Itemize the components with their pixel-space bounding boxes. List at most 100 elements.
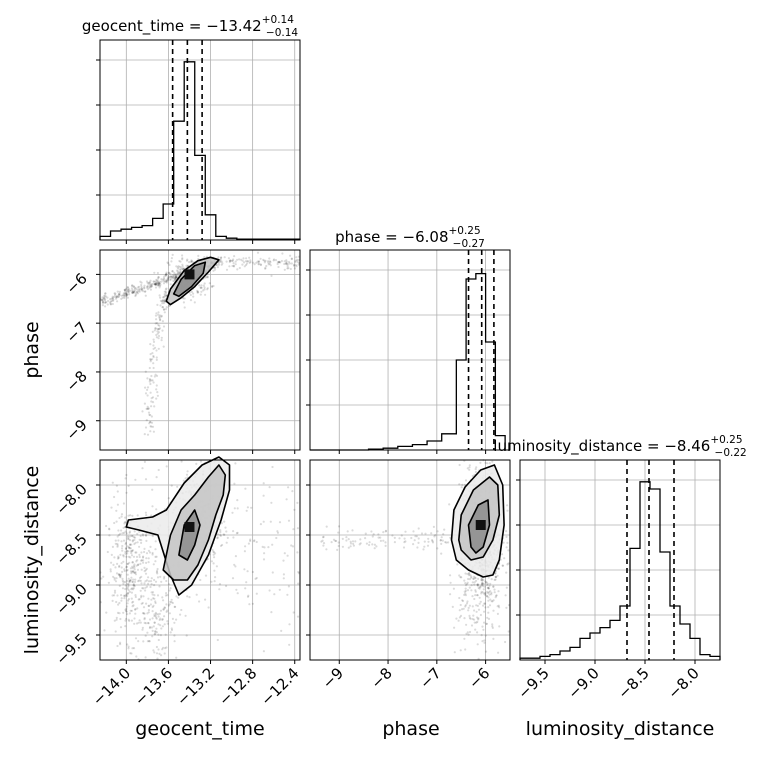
- sample-point: [166, 609, 169, 612]
- sample-point: [163, 275, 166, 278]
- sample-point: [158, 280, 161, 283]
- y-tick-label: −6: [62, 269, 90, 297]
- sample-point: [264, 267, 267, 270]
- sample-point: [488, 584, 491, 587]
- sample-point: [322, 535, 325, 539]
- sample-point: [138, 545, 141, 548]
- sample-point: [162, 308, 166, 311]
- sample-point: [132, 285, 135, 288]
- sample-point: [149, 285, 152, 289]
- sample-point: [169, 272, 172, 275]
- sample-point: [149, 288, 152, 291]
- sample-point: [171, 270, 174, 273]
- sample-point: [111, 296, 114, 299]
- sample-point: [124, 587, 127, 591]
- sample-point: [190, 259, 193, 262]
- sample-point: [152, 347, 155, 350]
- sample-point: [484, 592, 487, 595]
- sample-point: [161, 299, 164, 303]
- sample-point: [236, 499, 239, 502]
- sample-point: [471, 605, 474, 608]
- sample-point: [131, 561, 134, 564]
- sample-point: [203, 286, 206, 289]
- sample-point: [150, 285, 153, 288]
- sample-point: [286, 265, 289, 268]
- sample-point: [151, 283, 154, 286]
- sample-point: [164, 294, 167, 297]
- sample-point: [137, 286, 140, 289]
- sample-point: [197, 291, 200, 294]
- sample-point: [149, 580, 153, 583]
- sample-point: [115, 616, 118, 620]
- sample-point: [130, 609, 133, 612]
- sample-point: [217, 262, 220, 265]
- sample-point: [144, 586, 147, 589]
- sample-point: [404, 540, 407, 543]
- sample-point: [267, 260, 270, 263]
- scatter-layer: [99, 251, 511, 661]
- sample-point: [202, 289, 205, 292]
- sample-point: [126, 591, 130, 595]
- sample-point: [174, 276, 178, 279]
- sample-point: [131, 580, 134, 584]
- sample-point: [199, 460, 203, 463]
- sample-point: [268, 260, 272, 263]
- sample-point: [441, 539, 444, 542]
- sample-point: [232, 265, 236, 268]
- sample-point: [104, 292, 107, 295]
- sample-point: [216, 264, 219, 267]
- sample-point: [125, 593, 128, 596]
- sample-point: [163, 606, 167, 609]
- sample-point: [148, 286, 151, 289]
- sample-point: [145, 602, 148, 605]
- sample-point: [212, 269, 215, 272]
- sample-point: [198, 600, 201, 603]
- sample-point: [154, 560, 157, 563]
- sample-point: [123, 569, 126, 573]
- sample-point: [364, 532, 367, 535]
- sample-point: [154, 327, 157, 330]
- sample-point: [172, 275, 175, 278]
- sample-point: [252, 540, 256, 543]
- sample-point: [404, 530, 407, 533]
- sample-point: [157, 284, 160, 287]
- sample-point: [359, 542, 362, 545]
- sample-point: [182, 267, 185, 270]
- sample-point: [276, 530, 279, 533]
- sample-point: [153, 578, 156, 582]
- sample-point: [117, 295, 120, 298]
- sample-point: [207, 606, 210, 609]
- sample-point: [468, 630, 472, 634]
- sample-point: [483, 602, 487, 605]
- sample-point: [149, 358, 152, 361]
- sample-point: [139, 280, 142, 283]
- sample-point: [498, 606, 501, 609]
- density-peak: [475, 520, 486, 530]
- sample-point: [249, 538, 252, 541]
- sample-point: [204, 276, 207, 279]
- sample-point: [439, 539, 442, 542]
- sample-point: [143, 433, 146, 436]
- sample-point: [116, 296, 119, 299]
- sample-point: [125, 569, 128, 572]
- sample-point: [233, 255, 236, 258]
- sample-point: [162, 345, 165, 348]
- sample-point: [484, 606, 487, 609]
- sample-point: [478, 596, 481, 599]
- sample-point: [262, 558, 266, 561]
- sample-point: [181, 254, 184, 257]
- sample-point: [416, 546, 419, 549]
- sample-point: [118, 565, 121, 569]
- sample-point: [466, 631, 469, 634]
- sample-point: [124, 552, 127, 555]
- sample-point: [476, 583, 479, 586]
- sample-point: [410, 536, 413, 540]
- sample-point: [122, 594, 126, 597]
- sample-point: [467, 633, 470, 636]
- sample-point: [210, 580, 213, 583]
- sample-point: [146, 433, 150, 436]
- sample-point: [132, 290, 135, 293]
- sample-point: [352, 544, 355, 547]
- panel-frame: [99, 39, 301, 241]
- sample-point: [138, 290, 141, 293]
